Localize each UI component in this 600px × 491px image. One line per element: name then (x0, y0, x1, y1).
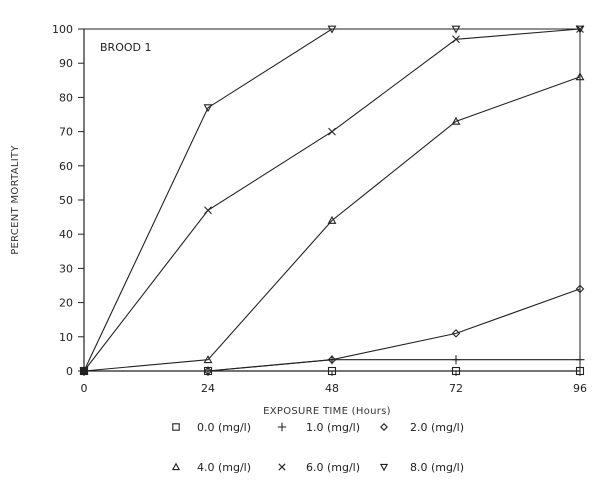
y-tick-label: 0 (66, 365, 73, 378)
legend-label: 8.0 (mg/l) (410, 461, 464, 474)
x-tick-label: 96 (573, 382, 587, 395)
x-tick-label: 48 (325, 382, 339, 395)
legend-label: 1.0 (mg/l) (306, 421, 360, 434)
y-tick-label: 80 (59, 91, 73, 104)
series-markers-3 (79, 72, 585, 375)
legend-label: 6.0 (mg/l) (306, 461, 360, 474)
svg-text:PERCENT MORTALITY: PERCENT MORTALITY (10, 145, 21, 255)
legend-item: 1.0 (mg/l) (277, 421, 360, 434)
x-axis-title: EXPOSURE TIME (Hours) (263, 406, 391, 417)
y-tick-label: 20 (59, 297, 73, 310)
y-axis-ticks: 0 10 20 30 40 50 60 70 80 90 100 (52, 23, 84, 378)
legend-label: 0.0 (mg/l) (197, 421, 251, 434)
series-markers (79, 25, 585, 376)
plot-frame (83, 28, 581, 372)
legend-item: 4.0 (mg/l) (171, 461, 251, 474)
legend-item: 6.0 (mg/l) (278, 461, 360, 474)
y-tick-label: 60 (59, 160, 73, 173)
series-lines (83, 28, 581, 372)
series-markers-4 (80, 25, 584, 375)
y-tick-label: 10 (59, 331, 73, 344)
legend-item: 2.0 (mg/l) (380, 421, 464, 434)
series-line-4 (83, 28, 581, 372)
brood-annotation: BROOD 1 (100, 41, 151, 54)
legend-marker-icon (278, 463, 286, 471)
legend-marker-icon (380, 423, 388, 431)
y-tick-label: 50 (59, 194, 73, 207)
legend-label: 2.0 (mg/l) (410, 421, 464, 434)
y-axis-title: PERCENT MORTALITY (10, 145, 21, 255)
y-tick-label: 90 (59, 57, 73, 70)
series-line-5 (83, 28, 580, 372)
legend-label: 4.0 (mg/l) (197, 461, 251, 474)
legend-item: 8.0 (mg/l) (379, 461, 464, 474)
y-tick-label: 70 (59, 126, 73, 139)
y-tick-label: 100 (52, 23, 73, 36)
series-markers-5 (79, 25, 585, 376)
legend-marker-icon (277, 422, 287, 432)
legend-marker-icon (379, 463, 389, 472)
x-tick-label: 72 (449, 382, 463, 395)
y-tick-label: 30 (59, 262, 73, 275)
x-tick-label: 24 (201, 382, 215, 395)
legend-item: 0.0 (mg/l) (172, 421, 251, 434)
x-tick-label: 0 (81, 382, 88, 395)
legend: 0.0 (mg/l) 1.0 (mg/l) 2.0 (mg/l) 4.0 (mg/l)… (171, 421, 464, 474)
series-line-3 (83, 76, 581, 372)
x-axis-ticks: 0 24 48 72 96 (81, 371, 587, 395)
legend-marker-icon (171, 462, 181, 471)
y-tick-label: 40 (59, 228, 73, 241)
legend-marker-icon (172, 423, 180, 431)
